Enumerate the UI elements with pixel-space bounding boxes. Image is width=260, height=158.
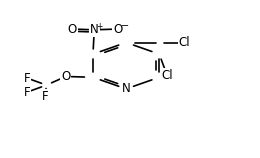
Text: F: F [42, 90, 48, 103]
Text: −: − [121, 21, 129, 31]
Text: F: F [24, 72, 30, 85]
Text: O: O [113, 23, 122, 36]
Text: F: F [24, 86, 30, 99]
Text: O: O [68, 23, 77, 36]
Text: N: N [90, 23, 99, 36]
Text: N: N [122, 82, 131, 95]
Text: Cl: Cl [179, 36, 190, 49]
Text: +: + [96, 22, 102, 31]
Text: O: O [61, 70, 70, 83]
Text: Cl: Cl [161, 69, 173, 82]
